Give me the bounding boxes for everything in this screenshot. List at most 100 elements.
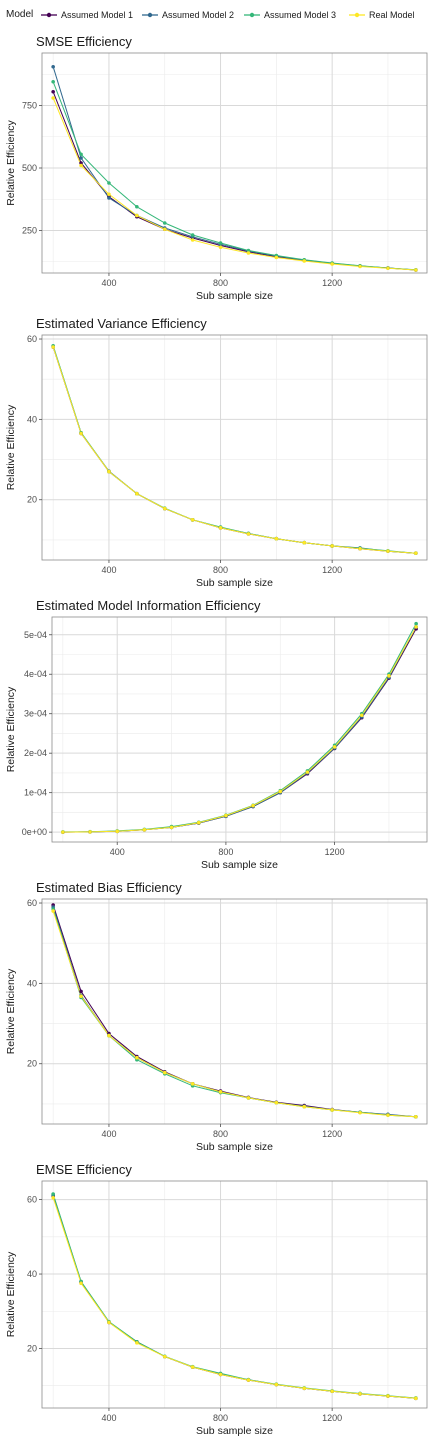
data-point-real-model (414, 551, 418, 555)
y-tick-label: 40 (27, 978, 37, 988)
y-tick-label: 4e-04 (24, 669, 47, 679)
data-point-assumed-model-3 (107, 181, 111, 185)
x-tick-label: 1200 (325, 847, 345, 857)
x-tick-label: 800 (213, 1413, 228, 1423)
data-point-real-model (330, 1389, 334, 1394)
data-point-real-model (88, 830, 92, 834)
data-point-real-model (302, 540, 307, 545)
data-point-real-model (79, 994, 83, 999)
data-point-assumed-model-3 (218, 241, 223, 245)
data-point-real-model (162, 1070, 167, 1075)
y-tick-label: 20 (27, 495, 37, 505)
data-point-real-model (79, 1281, 83, 1286)
y-tick-label: 20 (27, 1059, 37, 1069)
x-tick-label: 400 (101, 1413, 116, 1423)
data-point-real-model (358, 1110, 362, 1115)
data-point-real-model (51, 909, 55, 913)
y-axis-label: Relative Efficiency (5, 686, 17, 772)
series-line-real-model (52, 910, 416, 1118)
data-point-real-model (51, 1195, 55, 1200)
data-point-real-model (251, 803, 255, 808)
x-axis-label: Sub sample size (196, 577, 273, 589)
data-point-real-model (162, 1354, 167, 1359)
data-point-real-model (386, 1394, 390, 1398)
data-point-real-model (274, 1100, 279, 1105)
data-point-real-model (51, 96, 55, 100)
data-point-real-model (107, 1320, 111, 1325)
data-point-real-model (305, 770, 310, 774)
data-point-real-model (142, 827, 147, 832)
chart-1: 400 800 1200 20 40 60 Sub sample size Relative … (5, 334, 428, 589)
data-point-real-model (107, 469, 111, 474)
y-axis-label: Relative Efficiency (5, 968, 17, 1054)
data-point-real-model (135, 491, 139, 496)
data-point-real-model (190, 1365, 195, 1369)
legend-label: Assumed Model 1 (61, 10, 134, 20)
data-point-real-model (190, 1082, 195, 1086)
x-tick-label: 800 (218, 847, 233, 857)
data-point-real-model (274, 1382, 279, 1387)
y-tick-label: 60 (27, 334, 37, 344)
data-point-real-model (330, 1108, 334, 1112)
plot-border (41, 1180, 428, 1409)
x-axis-label: Sub sample size (196, 1425, 273, 1437)
plot-border (41, 334, 428, 561)
legend-label: Assumed Model 2 (162, 10, 235, 20)
legend-label: Assumed Model 3 (264, 10, 337, 20)
plot-area (42, 335, 427, 560)
y-tick-label: 20 (27, 1343, 37, 1353)
panel-title: SMSE Efficiency (36, 34, 132, 49)
data-point-assumed-model-2 (51, 64, 55, 69)
data-point-real-model (332, 745, 337, 749)
x-tick-label: 400 (101, 565, 116, 575)
x-tick-label: 400 (110, 847, 125, 857)
panel-title: Estimated Model Information Efficiency (36, 598, 261, 613)
data-point-real-model (387, 674, 391, 678)
x-tick-label: 400 (101, 1129, 116, 1139)
data-point-real-model (169, 825, 174, 830)
data-point-real-model (107, 192, 111, 197)
data-point-real-model (79, 431, 83, 436)
chart-2: 400 800 1200 0e+00 1e-04 2e-04 3e-04 4e-04 5e-04… (5, 616, 428, 871)
data-point-real-model (107, 1033, 111, 1038)
data-point-real-model (386, 266, 390, 271)
panel-title: Estimated Bias Efficiency (36, 880, 182, 895)
data-point-assumed-model-2 (79, 156, 83, 160)
x-tick-label: 1200 (322, 565, 342, 575)
plot-border (51, 616, 428, 843)
data-point-real-model (414, 1114, 418, 1119)
y-tick-label: 3e-04 (24, 709, 47, 719)
data-point-real-model (162, 506, 167, 511)
plot-area (42, 899, 427, 1124)
data-point-real-model (274, 536, 279, 541)
y-tick-label: 40 (27, 414, 37, 424)
data-point-real-model (414, 625, 418, 629)
data-point-real-model (278, 789, 283, 794)
y-tick-label: 60 (27, 898, 37, 908)
legend-key (142, 12, 158, 18)
legend-item-real-model: Real Model (348, 8, 415, 22)
legend-title: Model (6, 9, 34, 20)
y-tick-label: 60 (27, 1195, 37, 1205)
data-point-real-model (414, 1396, 418, 1401)
data-point-real-model (135, 1055, 139, 1060)
y-tick-label: 250 (22, 226, 37, 236)
y-tick-label: 500 (22, 163, 37, 173)
panel-title: EMSE Efficiency (36, 1162, 132, 1177)
y-tick-label: 0e+00 (22, 827, 47, 837)
series-line-real-model (52, 1197, 416, 1399)
y-axis-label: Relative Efficiency (5, 119, 17, 205)
y-tick-label: 1e-04 (24, 788, 47, 798)
data-point-assumed-model-2 (107, 196, 111, 200)
data-point-real-model (274, 255, 279, 260)
x-tick-label: 800 (213, 1129, 228, 1139)
data-point-real-model (302, 1386, 307, 1391)
legend-key (349, 12, 365, 18)
data-point-assumed-model-1 (79, 161, 83, 165)
data-point-assumed-model-3 (51, 1192, 55, 1196)
legend: Model Assumed Model 1 Assumed Model 2 As… (0, 0, 432, 34)
panel-estimated-model-information-efficiency: Estimated Model Information Efficiency (0, 592, 432, 874)
data-point-real-model (246, 1378, 251, 1382)
legend-item-assumed-model-1: Assumed Model 1 (40, 8, 133, 22)
